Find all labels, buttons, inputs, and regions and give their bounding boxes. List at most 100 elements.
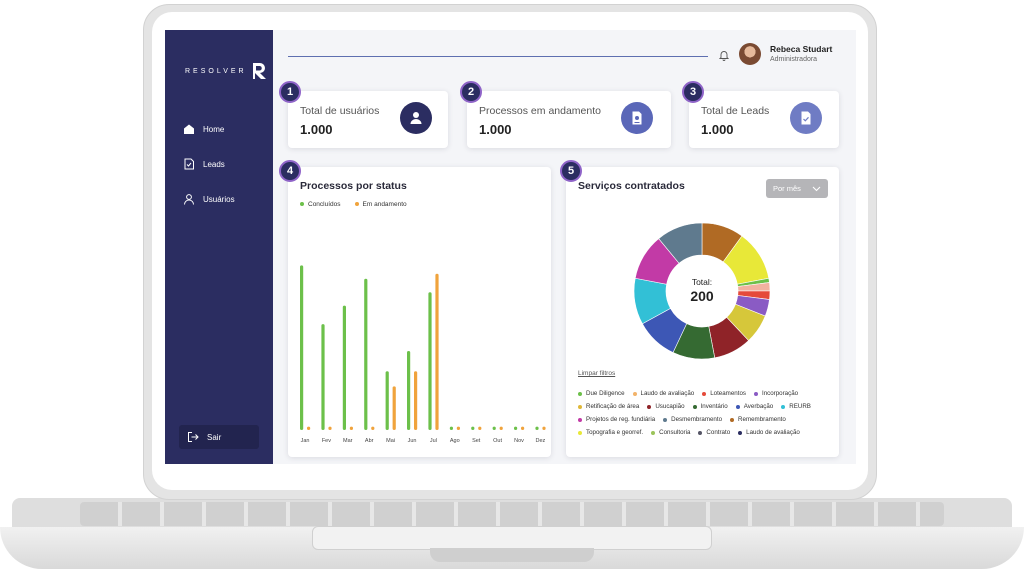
legend-swatch [632,391,637,396]
stat-icon-container [400,102,432,134]
legend-swatch [738,430,743,435]
logout-button[interactable]: Sair [179,425,259,449]
x-tick-label: Set [472,438,481,444]
status-bar-chart: Jan Fev Mar Abr Mai Jun Jul Ago Set Out Nov Dez [300,265,546,444]
services-legend-item[interactable]: Incorporação [753,390,799,397]
bar-out-em-andamento [499,426,503,430]
bar-ago-em-andamento [456,426,460,430]
stat-card-users: Total de usuários 1.000 [288,91,448,148]
user-name: Rebeca Studart [770,44,833,54]
legend-swatch [735,404,740,409]
stat-card-leads: Total de Leads 1.000 [689,91,839,148]
legend-swatch [781,404,786,409]
legend-swatch [753,391,758,396]
sidebar-item-home[interactable]: Home [183,123,224,135]
x-tick-label: Abr [365,438,374,444]
legend-label: Consultoria [659,429,691,436]
legend-label: Averbação [743,403,774,410]
sidebar: RESOLVER Home Leads Usuários Sair [165,30,273,464]
legend-swatch [663,417,668,422]
badge-1: 1 [279,81,301,103]
bar-jan-concluidos [300,265,304,430]
bar-abr-em-andamento [371,426,375,430]
bar-jun-em-andamento [414,371,418,430]
legend-swatch [578,404,582,409]
services-legend-item[interactable]: Loteamentos [702,390,746,397]
brand-name: RESOLVER [185,67,247,75]
user-icon [410,112,422,124]
services-legend-item[interactable]: Projetos de reg. fundiária [578,416,655,423]
donut-total-value: 200 [690,288,714,304]
legend-swatch [651,430,656,435]
legend-label: Incorporação [761,390,799,397]
services-legend-item[interactable]: Remembramento [730,416,786,423]
services-legend-item[interactable]: Desmembramento [663,416,722,423]
bar-mar-concluidos [342,305,346,430]
legend-label: Remembramento [738,416,786,423]
bell-icon[interactable] [718,49,730,61]
services-legend-item[interactable]: REURB [781,403,811,410]
legend-label: Usucapião [655,403,685,410]
laptop-trackpad [312,526,712,550]
bar-mar-em-andamento [349,426,353,430]
services-legend-item[interactable]: Laudo de avaliação [738,429,800,436]
sidebar-item-leads[interactable]: Leads [183,158,225,170]
x-tick-label: Mar [343,438,353,444]
bar-nov-concluidos [514,426,518,430]
chevron-down-icon [812,186,821,191]
clear-filters-link[interactable]: Limpar filtros [578,370,616,377]
services-legend: Due Diligence Laudo de avaliação Loteament… [578,390,834,436]
stat-label: Total de Leads [701,105,770,117]
laptop-keyboard [80,502,944,526]
services-legend-item[interactable]: Topografia e georref. [578,429,643,436]
legend-swatch [578,417,582,422]
bar-jul-concluidos [428,292,432,430]
legend-label: Concluídos [308,201,341,208]
document-icon [184,158,194,170]
stat-card-processes: Processos em andamento 1.000 [467,91,671,148]
services-legend-item[interactable]: Averbação [735,403,774,410]
services-legend-item[interactable]: Retificação de área [578,403,639,410]
services-legend-item[interactable]: Due Diligence [578,390,625,397]
badge-2: 2 [460,81,482,103]
legend-label: Inventário [700,403,728,410]
stat-icon-container [621,102,653,134]
legend-label: REURB [789,403,811,410]
logout-icon [188,432,199,442]
bar-abr-concluidos [364,278,368,430]
x-tick-label: Out [493,438,502,444]
bar-fev-concluidos [321,324,325,430]
legend-label: Laudo de avaliação [640,390,695,397]
badge-3: 3 [682,81,704,103]
process-document-icon [632,111,642,125]
x-tick-label: Jul [430,438,437,444]
user-icon [184,194,194,205]
badge-4: 4 [279,160,301,182]
panel-title: Processos por status [300,180,407,192]
bar-nov-em-andamento [521,426,525,430]
legend-label: Em andamento [362,201,407,208]
sidebar-item-label: Usuários [203,194,235,204]
services-legend-item[interactable]: Usucapião [647,403,685,410]
legend-swatch [702,391,707,396]
bar-ago-concluidos [449,426,453,430]
dropdown-value: Por mês [773,184,801,193]
services-legend-item[interactable]: Inventário [692,403,728,410]
avatar[interactable] [739,43,761,65]
header-divider [288,56,708,57]
period-dropdown[interactable]: Por mês [766,179,828,198]
services-donut-chart: Total:200 [633,222,771,360]
donut-total-label: Total: [692,277,712,287]
legend-swatch [300,202,304,207]
donut-center [666,255,738,327]
sidebar-item-usuarios[interactable]: Usuários [183,193,235,205]
legend-label: Laudo de avaliação [746,429,800,436]
bar-jun-concluidos [407,351,411,430]
legend-item-em-andamento: Em andamento [354,201,407,208]
services-legend-item[interactable]: Contrato [698,429,730,436]
services-legend-item[interactable]: Consultoria [651,429,690,436]
x-tick-label: Nov [514,438,524,444]
services-legend-item[interactable]: Laudo de avaliação [632,390,695,397]
legend-label: Topografia e georref. [586,429,644,436]
legend-swatch [354,202,359,207]
